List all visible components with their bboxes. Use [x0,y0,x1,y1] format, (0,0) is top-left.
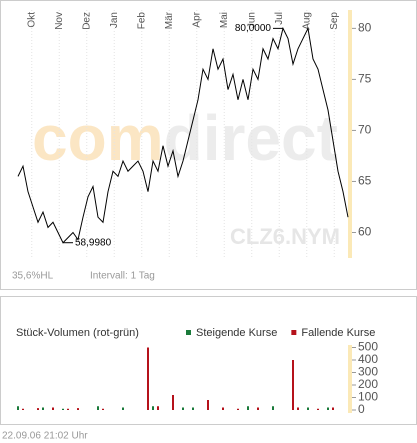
watermark-part: com [32,102,164,174]
x-tick-label: Aug [301,12,312,30]
watermark-part: direct [164,102,338,174]
y-tick-label: 65 [358,174,372,188]
symbol: CLZ6.NYM [230,224,340,249]
x-tick-label: Apr [191,11,202,27]
volume-bar [37,408,39,410]
x-tick-label: Okt [26,12,37,28]
x-tick-label: Jul [274,12,285,25]
y-tick-label: 500 [358,340,378,354]
volume-bar [22,408,24,410]
volume-bar [327,407,329,410]
volume-bar [97,406,99,410]
volume-bar [172,395,174,410]
volume-bar [237,408,239,410]
y-tick-label: 300 [358,365,378,379]
legend-swatch [291,330,297,335]
volume-bar [152,406,154,410]
y-tick-label: 400 [358,352,378,366]
volume-bar [247,406,249,410]
x-tick-label: Mär [164,11,175,29]
volume-bar [77,408,79,410]
stats: 35,6%HL [12,271,54,282]
y-tick-label: 60 [358,225,372,239]
volume-bar [292,360,294,410]
volume-bar [102,408,104,410]
legend-swatch [186,330,191,335]
y-tick-label: 75 [358,72,372,86]
volume-bar [17,406,19,410]
y-tick-label: 0 [358,402,365,416]
x-tick-label: Nov [54,12,65,30]
volume-bar [147,347,149,410]
price-axis-band [348,10,352,258]
volume-bar [307,407,309,410]
volume-bar [257,407,259,410]
volume-bar [62,408,64,410]
y-tick-label: 70 [358,123,372,137]
y-tick-label: 100 [358,390,378,404]
y-tick-label: 200 [358,377,378,391]
legend-label: Fallende Kurse [301,327,375,339]
volume-bar [272,406,274,410]
volume-bar [67,408,69,410]
volume-bar [122,407,124,410]
volume-bar [52,407,54,410]
y-tick-label: 80 [358,21,372,35]
volume-title: Stück-Volumen (rot-grün) [16,327,139,339]
interval: Intervall: 1 Tag [90,271,155,282]
price-panel [0,0,417,290]
volume-bar [222,407,224,410]
footer: 22.09.06 21:02 Uhr [2,431,88,442]
min-label: 58,9980 [75,237,112,248]
volume-axis-band [348,345,352,413]
legend-label: Steigende Kurse [196,327,277,339]
volume-bar [297,407,299,410]
volume-bar [192,407,194,410]
volume-bar [42,407,44,410]
x-tick-label: Sep [329,12,340,30]
x-tick-label: Dez [81,12,92,30]
x-tick-label: Jan [109,12,120,28]
volume-bar [207,400,209,410]
volume-bar [332,407,334,410]
max-label: 80,0000 [235,23,272,34]
volume-bar [182,407,184,410]
x-tick-label: Jun [246,12,257,28]
x-tick-label: Mai [219,12,230,28]
x-tick-label: Feb [136,12,147,30]
watermark: comdirect [32,102,338,174]
volume-bar [157,406,159,410]
volume-bar [317,408,319,410]
price-line [17,26,349,244]
